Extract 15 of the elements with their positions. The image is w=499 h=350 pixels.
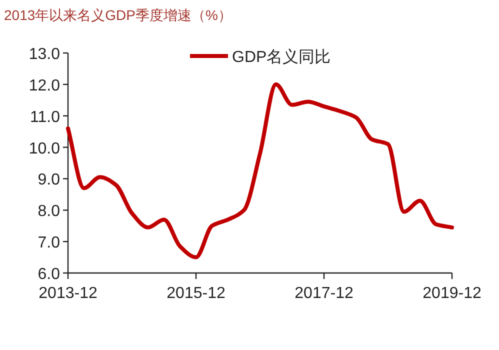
y-tick-label: 9.0	[38, 172, 60, 189]
y-tick-label: 7.0	[38, 234, 60, 252]
x-tick-label: 2019-12	[422, 285, 482, 302]
legend-label: GDP名义同比	[232, 48, 331, 66]
chart-title: 2013年以来名义GDP季度增速（%）	[4, 7, 232, 23]
x-tick-label: 2013-12	[38, 285, 98, 302]
y-tick-label: 6.0	[38, 266, 60, 283]
line-series	[66, 82, 454, 260]
y-tick-label: 10.0	[28, 140, 60, 158]
x-tick-label: 2015-12	[166, 285, 226, 302]
x-tick-label: 2017-12	[294, 285, 354, 302]
y-tick-label: 13.0	[28, 46, 60, 63]
y-tick-label: 12.0	[28, 77, 60, 94]
y-tick-label: 8.0	[38, 203, 60, 220]
y-tick-label: 11.0	[30, 108, 60, 126]
